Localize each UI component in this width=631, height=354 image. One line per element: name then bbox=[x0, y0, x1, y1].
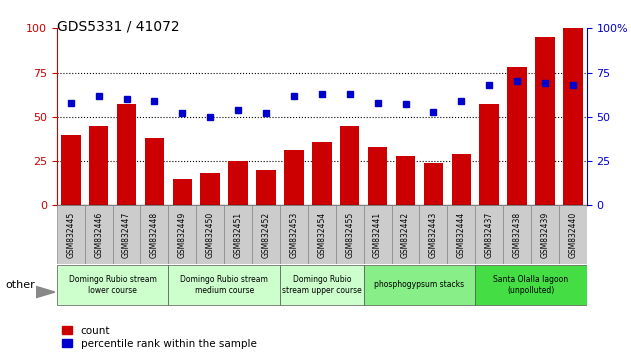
Bar bbox=[535, 37, 555, 205]
Bar bbox=[89, 126, 109, 205]
Bar bbox=[168, 264, 280, 306]
Text: GSM832452: GSM832452 bbox=[261, 211, 271, 258]
Text: GSM832446: GSM832446 bbox=[94, 211, 103, 258]
Bar bbox=[308, 205, 336, 264]
Text: GSM832453: GSM832453 bbox=[290, 211, 298, 258]
Bar bbox=[363, 264, 475, 306]
Text: GSM832442: GSM832442 bbox=[401, 211, 410, 258]
Text: GSM832447: GSM832447 bbox=[122, 211, 131, 258]
Bar bbox=[480, 104, 499, 205]
Bar bbox=[336, 205, 363, 264]
Bar bbox=[503, 205, 531, 264]
Bar bbox=[563, 28, 582, 205]
Text: phosphogypsum stacks: phosphogypsum stacks bbox=[374, 280, 464, 290]
Text: GSM832455: GSM832455 bbox=[345, 211, 354, 258]
Bar bbox=[280, 205, 308, 264]
Bar bbox=[340, 126, 360, 205]
Bar bbox=[57, 264, 168, 306]
Bar bbox=[280, 264, 363, 306]
Bar bbox=[201, 173, 220, 205]
Text: GSM832437: GSM832437 bbox=[485, 211, 493, 258]
Text: GSM832443: GSM832443 bbox=[429, 211, 438, 258]
Text: GSM832441: GSM832441 bbox=[373, 211, 382, 258]
Text: GSM832444: GSM832444 bbox=[457, 211, 466, 258]
Bar bbox=[112, 205, 141, 264]
Text: Santa Olalla lagoon
(unpolluted): Santa Olalla lagoon (unpolluted) bbox=[493, 275, 569, 295]
Text: GDS5331 / 41072: GDS5331 / 41072 bbox=[57, 19, 179, 34]
Text: Domingo Rubio stream
lower course: Domingo Rubio stream lower course bbox=[69, 275, 156, 295]
Text: GSM832450: GSM832450 bbox=[206, 211, 215, 258]
Bar bbox=[144, 138, 164, 205]
Text: GSM832440: GSM832440 bbox=[569, 211, 577, 258]
Text: GSM832454: GSM832454 bbox=[317, 211, 326, 258]
Bar bbox=[475, 264, 587, 306]
Text: GSM832445: GSM832445 bbox=[66, 211, 75, 258]
Bar bbox=[559, 205, 587, 264]
Bar bbox=[57, 205, 85, 264]
Bar bbox=[141, 205, 168, 264]
Bar bbox=[452, 154, 471, 205]
Bar bbox=[363, 205, 392, 264]
Legend: count, percentile rank within the sample: count, percentile rank within the sample bbox=[62, 326, 257, 349]
Bar bbox=[312, 142, 331, 205]
Text: GSM832439: GSM832439 bbox=[541, 211, 550, 258]
Bar bbox=[423, 163, 443, 205]
Text: GSM832448: GSM832448 bbox=[150, 211, 159, 258]
Text: other: other bbox=[5, 280, 35, 290]
Bar bbox=[392, 205, 420, 264]
Bar bbox=[531, 205, 559, 264]
Bar bbox=[228, 161, 248, 205]
Bar bbox=[252, 205, 280, 264]
Text: GSM832449: GSM832449 bbox=[178, 211, 187, 258]
Text: GSM832438: GSM832438 bbox=[512, 211, 522, 258]
Bar bbox=[224, 205, 252, 264]
Bar bbox=[368, 147, 387, 205]
Bar bbox=[85, 205, 112, 264]
Bar bbox=[117, 104, 136, 205]
Bar bbox=[396, 156, 415, 205]
Text: Domingo Rubio stream
medium course: Domingo Rubio stream medium course bbox=[180, 275, 268, 295]
Text: GSM832451: GSM832451 bbox=[233, 211, 242, 258]
Bar bbox=[196, 205, 224, 264]
Polygon shape bbox=[36, 286, 55, 298]
Text: Domingo Rubio
stream upper course: Domingo Rubio stream upper course bbox=[282, 275, 362, 295]
Bar bbox=[475, 205, 503, 264]
Bar bbox=[256, 170, 276, 205]
Bar bbox=[284, 150, 304, 205]
Bar bbox=[420, 205, 447, 264]
Bar bbox=[61, 135, 81, 205]
Bar bbox=[168, 205, 196, 264]
Bar bbox=[172, 179, 192, 205]
Bar bbox=[507, 67, 527, 205]
Bar bbox=[447, 205, 475, 264]
